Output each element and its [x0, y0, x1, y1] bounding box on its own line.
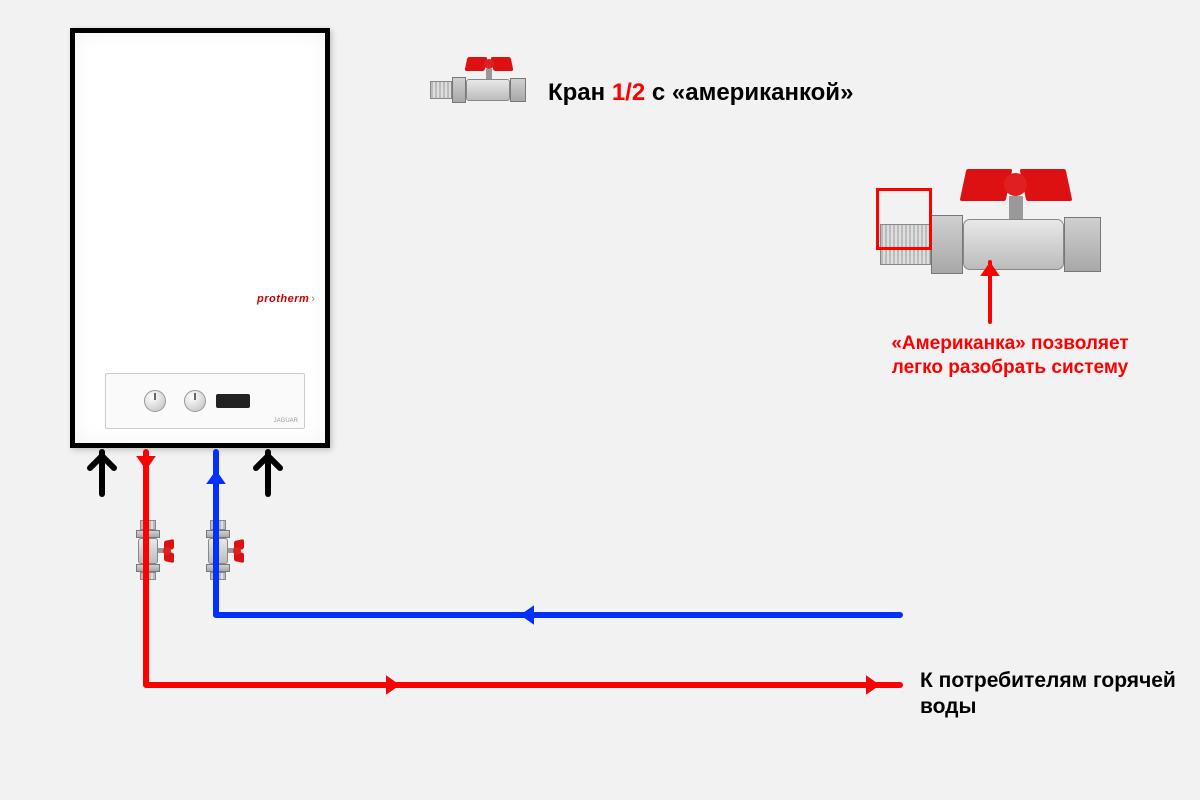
- legend-label: Кран 1/2 с «американкой»: [548, 78, 853, 108]
- legend-prefix: Кран: [548, 79, 612, 106]
- boiler-brand-logo: protherm›: [257, 293, 315, 305]
- boiler-knob-1: [144, 390, 166, 412]
- boiler-knob-2: [184, 390, 206, 412]
- consumer-line1: К потребителям горячей: [920, 669, 1176, 692]
- boiler-unit: protherm› JAGUAR: [70, 28, 330, 448]
- boiler-display: [216, 394, 250, 408]
- callout-line1: «Американка» позволяет: [891, 333, 1128, 354]
- legend-valve-icon: [430, 62, 530, 112]
- callout-line2: легко разобрать систему: [892, 357, 1128, 378]
- hot-line-valve: [126, 520, 170, 580]
- union-fitting-highlight-box: [876, 188, 932, 250]
- brand-text: protherm: [257, 293, 309, 305]
- legend-size: 1/2: [612, 79, 645, 106]
- boiler-control-panel: JAGUAR: [105, 373, 305, 429]
- consumer-line2: воды: [920, 695, 976, 718]
- cold-line-valve: [196, 520, 240, 580]
- consumer-label: К потребителям горячей воды: [920, 668, 1176, 721]
- callout-text: «Американка» позволяет легко разобрать с…: [880, 332, 1140, 380]
- legend-suffix: с «американкой»: [645, 79, 853, 106]
- boiler-panel-label: JAGUAR: [274, 418, 298, 424]
